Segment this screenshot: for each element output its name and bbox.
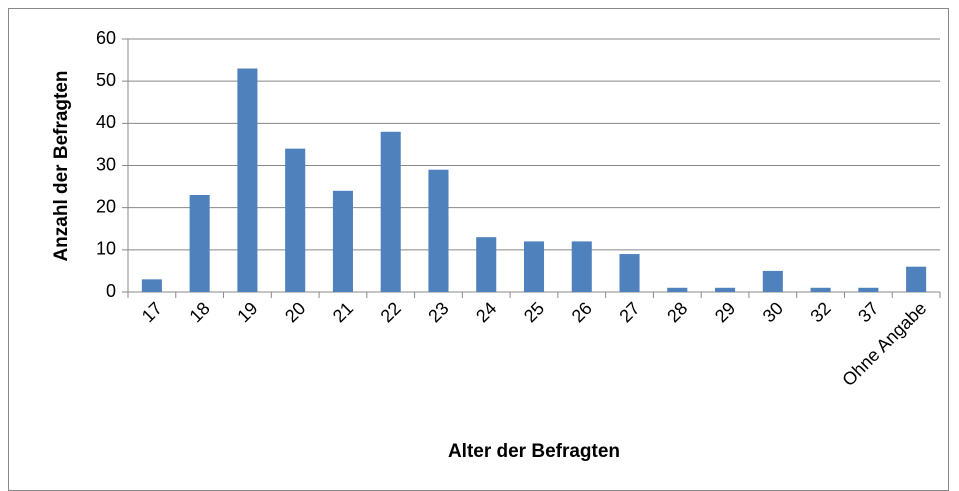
- bar: [810, 287, 831, 292]
- x-tick-label: 19: [233, 298, 261, 326]
- x-tick-label: 25: [520, 298, 548, 326]
- bar: [619, 254, 640, 292]
- bar: [476, 237, 497, 292]
- y-tick-label: 10: [96, 239, 116, 259]
- x-tick-label: 28: [663, 298, 691, 326]
- y-tick-label: 20: [96, 196, 116, 216]
- x-tick-label: 29: [711, 298, 739, 326]
- x-tick-label: 30: [759, 298, 787, 326]
- bar: [906, 266, 927, 292]
- x-tick-label: 22: [377, 298, 405, 326]
- x-tick-label: Ohne Angabe: [838, 298, 930, 390]
- y-tick-label: 30: [96, 154, 116, 174]
- bar: [237, 68, 258, 293]
- bar: [715, 287, 736, 292]
- bar: [380, 131, 401, 292]
- x-tick-label: 32: [806, 298, 834, 326]
- x-tick-label: 20: [281, 298, 309, 326]
- bar: [667, 287, 688, 292]
- bar: [189, 195, 210, 292]
- x-tick-label: 26: [568, 298, 596, 326]
- x-tick-label: 17: [138, 298, 166, 326]
- bar: [428, 169, 449, 292]
- bar: [762, 270, 783, 292]
- bar: [285, 148, 306, 292]
- x-axis-title: Alter der Befragten: [448, 441, 620, 462]
- bar: [523, 241, 545, 292]
- x-tick-label: 24: [472, 298, 500, 326]
- y-tick-label: 60: [96, 28, 116, 48]
- bar: [858, 287, 879, 292]
- x-tick-label: 23: [424, 298, 452, 326]
- bar: [141, 279, 162, 292]
- x-tick-label: 37: [854, 298, 882, 326]
- x-tick-label: 21: [329, 298, 357, 326]
- x-tick-label: 18: [186, 298, 214, 326]
- y-tick-label: 0: [106, 281, 116, 301]
- x-tick-label: 27: [615, 298, 643, 326]
- y-tick-label: 40: [96, 112, 116, 132]
- y-axis-title: Anzahl der Befragten: [51, 70, 72, 261]
- y-tick-label: 50: [96, 70, 116, 90]
- bar: [571, 241, 592, 292]
- bar: [332, 190, 353, 292]
